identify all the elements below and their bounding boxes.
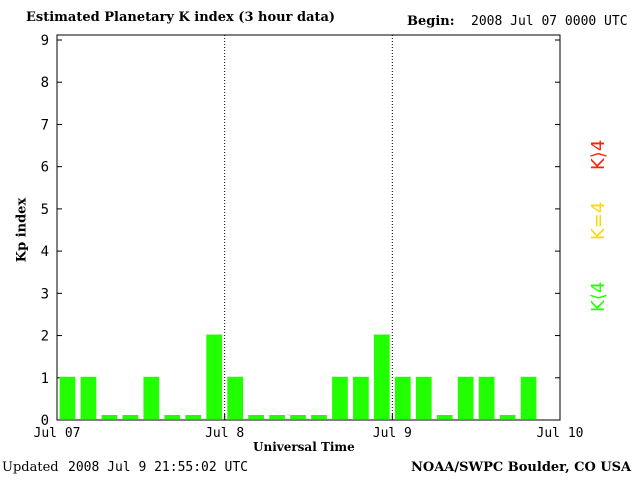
x-tick-label: Jul 8 [205,426,244,441]
kp-bar [164,415,181,419]
y-tick-label: 2 [41,329,49,345]
kp-bar [394,376,411,419]
kp-bar [269,415,285,419]
kp-bar [353,376,369,419]
y-tick-label: 8 [41,75,49,91]
y-tick-label: 7 [41,117,49,133]
begin-label: Begin: [407,14,455,29]
y-tick-label: 9 [41,33,49,49]
updated-value: 2008 Jul 9 21:55:02 UTC [68,460,249,475]
kp-bar [478,376,495,419]
plot-frame [56,34,561,421]
kp-bar [436,415,453,419]
kp-bar [101,415,118,419]
updated-label: Updated [2,460,59,475]
y-tick-label: 1 [41,371,49,387]
kp-bar [415,376,432,419]
legend-k-equal-4: K=4 [588,201,609,240]
y-tick-label: 3 [41,286,49,302]
begin-value: 2008 Jul 07 0000 UTC [471,14,628,29]
kp-bar [59,376,76,419]
y-axis-label: Kp index [14,197,30,263]
x-tick-label: Jul 10 [537,426,584,441]
x-tick-label: Jul 07 [34,426,81,441]
kp-bar [457,376,474,419]
kp-bar [373,334,390,419]
kp-bar [332,376,348,419]
kp-bar [311,415,327,419]
y-tick-label: 0 [41,413,49,429]
kp-bar [499,415,516,419]
source-credit: NOAA/SWPC Boulder, CO USA [411,460,632,475]
kp-bar [248,415,264,419]
kp-bar [185,415,202,419]
kp-bar [122,415,139,419]
x-axis-label: Universal Time [253,440,355,454]
y-tick-label: 5 [41,202,49,218]
x-tick-label: Jul 9 [373,426,412,441]
kp-bar [520,376,537,419]
legend-k-less-4: K⟨4 [588,281,609,312]
kp-bar [227,376,244,419]
kp-bar [80,376,97,419]
legend-k-greater-4: K⟩4 [588,139,609,170]
kp-bar [206,334,223,419]
kp-bar [143,376,160,419]
chart-title: Estimated Planetary K index (3 hour data… [26,10,336,25]
y-tick-label: 4 [41,244,49,260]
kp-bar [290,415,306,419]
y-tick-label: 6 [41,160,49,176]
